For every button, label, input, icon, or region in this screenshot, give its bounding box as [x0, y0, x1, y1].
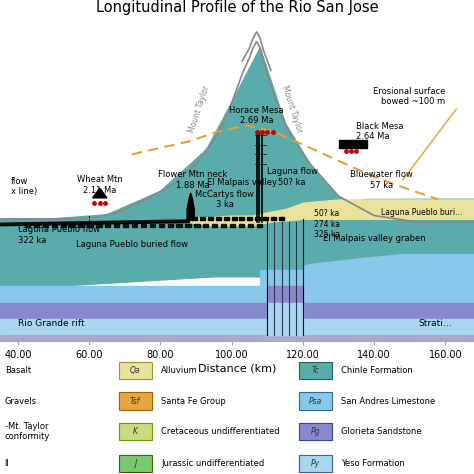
Polygon shape: [267, 302, 303, 335]
Polygon shape: [0, 12, 474, 222]
FancyBboxPatch shape: [299, 455, 332, 472]
Text: -Mt. Taylor
conformity: -Mt. Taylor conformity: [5, 422, 50, 441]
Polygon shape: [185, 224, 191, 227]
Polygon shape: [201, 217, 205, 220]
Polygon shape: [34, 224, 39, 227]
Text: Cretaceous undifferentiated: Cretaceous undifferentiated: [161, 427, 280, 436]
Polygon shape: [52, 224, 57, 227]
Text: Flower Mtn neck
1.88 Ma: Flower Mtn neck 1.88 Ma: [158, 170, 227, 190]
Polygon shape: [208, 217, 213, 220]
Text: K: K: [133, 427, 137, 436]
Text: Psa: Psa: [309, 397, 322, 405]
Polygon shape: [271, 217, 276, 220]
Text: flow
x line): flow x line): [11, 177, 37, 196]
Polygon shape: [78, 224, 84, 227]
Text: Tsf: Tsf: [130, 397, 140, 405]
Polygon shape: [212, 224, 218, 227]
Polygon shape: [25, 224, 30, 227]
Polygon shape: [239, 217, 245, 220]
Text: Qa: Qa: [130, 366, 140, 375]
Text: Rio Grande rift: Rio Grande rift: [18, 319, 84, 328]
Polygon shape: [216, 217, 221, 220]
Text: Laguna Pueblo flow
322 ka: Laguna Pueblo flow 322 ka: [18, 225, 100, 245]
FancyBboxPatch shape: [118, 362, 152, 379]
Text: Santa Fe Group: Santa Fe Group: [161, 397, 226, 405]
Text: Mount Taylor: Mount Taylor: [188, 84, 211, 134]
Text: Laguna Pueblo buri…: Laguna Pueblo buri…: [382, 208, 463, 217]
FancyBboxPatch shape: [118, 455, 152, 472]
FancyBboxPatch shape: [118, 392, 152, 410]
Title: Longitudinal Profile of the Rio San Jose: Longitudinal Profile of the Rio San Jose: [96, 0, 378, 15]
Polygon shape: [267, 222, 303, 245]
Polygon shape: [224, 217, 229, 220]
Text: Erosional surface
bowed ~100 m: Erosional surface bowed ~100 m: [373, 87, 446, 106]
FancyBboxPatch shape: [299, 392, 332, 410]
Text: 50? ka
274 ka
325 ka: 50? ka 274 ka 325 ka: [314, 209, 340, 239]
Polygon shape: [239, 224, 244, 227]
Text: Gravels: Gravels: [5, 397, 37, 405]
Text: Alluvium: Alluvium: [161, 366, 198, 375]
Text: Mount Taylor: Mount Taylor: [280, 84, 304, 134]
Text: Black Mesa
2.64 Ma: Black Mesa 2.64 Ma: [356, 122, 404, 141]
Text: Jurassic undifferentiated: Jurassic undifferentiated: [161, 459, 264, 468]
Polygon shape: [105, 224, 110, 227]
FancyBboxPatch shape: [299, 362, 332, 379]
Text: Glorieta Sandstone: Glorieta Sandstone: [341, 427, 422, 436]
Text: Basalt: Basalt: [5, 366, 31, 375]
Polygon shape: [70, 224, 75, 227]
Polygon shape: [87, 224, 92, 227]
Text: Laguna flow
50? ka: Laguna flow 50? ka: [267, 167, 318, 187]
Text: ll: ll: [5, 459, 9, 468]
Text: Bluewater flow
57 ka: Bluewater flow 57 ka: [350, 170, 413, 190]
Polygon shape: [123, 224, 128, 227]
Polygon shape: [248, 224, 253, 227]
Text: Py: Py: [310, 459, 320, 468]
Polygon shape: [267, 270, 303, 286]
Text: Pg: Pg: [310, 427, 320, 436]
Text: J: J: [134, 459, 136, 468]
Polygon shape: [92, 188, 107, 198]
Text: Laguna Pueblo buried flow: Laguna Pueblo buried flow: [76, 240, 188, 249]
Polygon shape: [167, 224, 173, 227]
Polygon shape: [61, 224, 66, 227]
Polygon shape: [279, 217, 283, 220]
Polygon shape: [176, 224, 182, 227]
Polygon shape: [221, 224, 226, 227]
Polygon shape: [114, 224, 119, 227]
Polygon shape: [192, 217, 198, 220]
Text: Horace Mesa
2.69 Ma: Horace Mesa 2.69 Ma: [229, 106, 284, 125]
Text: Wheat Mtn
2.11 Ma: Wheat Mtn 2.11 Ma: [77, 175, 123, 195]
FancyBboxPatch shape: [299, 423, 332, 440]
Polygon shape: [150, 224, 155, 227]
FancyBboxPatch shape: [118, 423, 152, 440]
Polygon shape: [263, 217, 268, 220]
Text: Strati…: Strati…: [419, 319, 453, 328]
Polygon shape: [159, 224, 164, 227]
Text: McCartys flow
3 ka: McCartys flow 3 ka: [195, 190, 254, 209]
Polygon shape: [132, 224, 137, 227]
Polygon shape: [43, 224, 48, 227]
Polygon shape: [203, 224, 209, 227]
Text: Tc: Tc: [311, 366, 319, 375]
Polygon shape: [267, 245, 303, 270]
Text: Yeso Formation: Yeso Formation: [341, 459, 405, 468]
Polygon shape: [187, 193, 194, 220]
Polygon shape: [194, 224, 200, 227]
Polygon shape: [141, 224, 146, 227]
Polygon shape: [256, 224, 262, 227]
Polygon shape: [230, 224, 235, 227]
Polygon shape: [267, 286, 303, 302]
Text: San Andres Limestone: San Andres Limestone: [341, 397, 436, 405]
Polygon shape: [255, 217, 260, 220]
Text: El Malpais valley graben: El Malpais valley graben: [323, 234, 426, 243]
Polygon shape: [232, 217, 237, 220]
Text: Chinle Formation: Chinle Formation: [341, 366, 413, 375]
X-axis label: Distance (km): Distance (km): [198, 363, 276, 373]
Text: El Malpais valley: El Malpais valley: [207, 178, 277, 187]
Polygon shape: [96, 224, 101, 227]
Polygon shape: [247, 217, 252, 220]
